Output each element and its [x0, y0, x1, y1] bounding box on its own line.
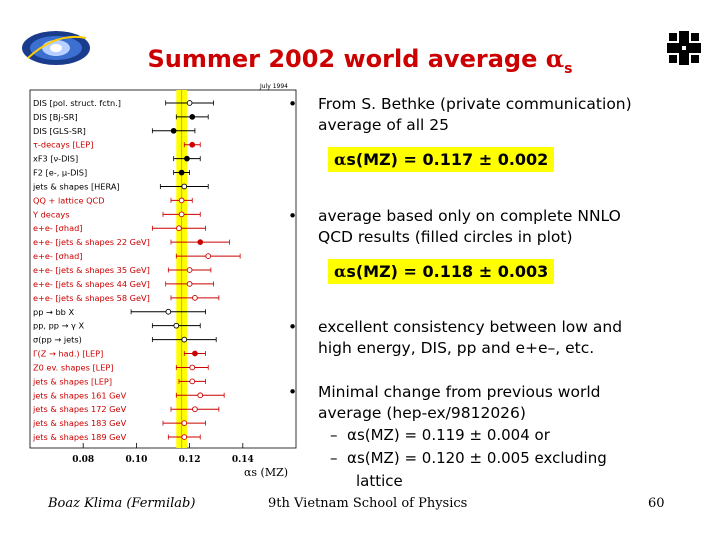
highlight-average-all: αs(MZ) = 0.117 ± 0.002 [328, 147, 555, 172]
measurement-point [181, 183, 188, 190]
plot-frame [29, 89, 297, 449]
title-sub: s [564, 60, 573, 77]
bullet-1: • From S. Bethke (private communication)… [288, 94, 708, 138]
measurement-label: F2 [e-, μ-DIS] [33, 168, 87, 178]
measurement-label: Z0 ev. shapes [LEP] [33, 362, 114, 372]
measurement-label: Υ decays [32, 209, 69, 219]
bullet-1-line-1: From S. Bethke (private communication) [318, 95, 632, 113]
measurement-label: jets & shapes 189 GeV [32, 432, 127, 442]
measurement-label: e+e- [σhad] [33, 251, 82, 261]
bullet-1-line-2: average of all 25 [318, 116, 450, 134]
bullet-4-line-1: Minimal change from previous world [318, 383, 601, 401]
measurement-label: jets & shapes 183 GeV [32, 418, 127, 428]
measurement-point [192, 350, 198, 357]
measurement-point [181, 336, 188, 343]
sub-bullet-1-text: s(MZ) = 0.119 ± 0.004 or [356, 426, 550, 444]
dash: – [330, 426, 338, 444]
measurement-label: pp, pp → γ X [33, 321, 85, 331]
bullet-2: • average based only on complete NNLO QC… [288, 206, 708, 250]
measurement-point [186, 267, 193, 273]
measurement-point [173, 322, 180, 329]
bullet-dot: • [288, 318, 298, 336]
bullet-3: • excellent consistency between low and … [288, 317, 708, 361]
measurement-point [181, 434, 188, 440]
measurement-point [178, 211, 185, 218]
measurement-label: e+e- [jets & shapes 44 GeV] [33, 279, 150, 289]
measurement-point [197, 392, 204, 399]
bullet-dot: • [288, 207, 298, 225]
measurement-label: pp → bb X [33, 307, 74, 317]
measurement-label: jets & shapes [HERA] [32, 181, 120, 191]
measurement-label: jets & shapes 161 GeV [32, 390, 127, 400]
bullet-3-line-2: high energy, DIS, pp and e+e–, etc. [318, 339, 595, 357]
highlight-average-nnlo: αs(MZ) = 0.118 ± 0.003 [328, 259, 555, 284]
measurement-point [205, 253, 212, 259]
title-alpha: α [545, 44, 565, 73]
measurement-label: DIS [Bj-SR] [33, 112, 78, 122]
bullet-2-line-1: average based only on complete NNLO [318, 207, 621, 225]
measurement-point [189, 141, 196, 148]
measurement-label: e+e- [jets & shapes 22 GeV] [33, 237, 150, 247]
measurement-point [192, 294, 198, 301]
sub-bullets: – αs(MZ) = 0.119 ± 0.004 or – αs(MZ) = 0… [330, 424, 700, 493]
chart-top-note: July 1994 [259, 83, 288, 90]
measurement-point [178, 169, 185, 176]
measurement-point [184, 155, 190, 162]
alpha-symbol: α [347, 449, 357, 467]
measurement-point [192, 406, 198, 413]
sub-bullet-2: – αs(MZ) = 0.120 ± 0.005 excluding [330, 447, 700, 470]
bullet-dot: • [288, 383, 298, 401]
footer-event: 9th Vietnam School of Physics [268, 496, 468, 511]
measurement-label: e+e- [jets & shapes 35 GeV] [33, 265, 150, 275]
x-tick-label: 0.14 [232, 455, 254, 465]
measurement-point [181, 420, 188, 426]
footer-author: Boaz Klima (Fermilab) [48, 496, 196, 511]
highlight-1-text: s(MZ) = 0.117 ± 0.002 [346, 150, 549, 169]
bullet-dot: • [288, 95, 298, 113]
x-tick-label: 0.10 [125, 455, 147, 465]
measurement-point [189, 114, 196, 120]
x-tick-label: 0.08 [72, 455, 94, 465]
measurement-label: Γ(Z → had.) [LEP] [33, 349, 103, 359]
measurement-point [165, 308, 172, 315]
footer-page-number: 60 [648, 496, 665, 511]
highlight-2-text: s(MZ) = 0.118 ± 0.003 [346, 262, 549, 281]
measurement-label: jets & shapes 172 GeV [32, 404, 127, 414]
measurement-point [170, 127, 177, 134]
measurement-point [178, 197, 185, 204]
measurement-point [186, 100, 193, 106]
dash: – [330, 449, 338, 467]
measurement-point [197, 239, 204, 246]
measurement-label: QQ + lattice QCD [33, 195, 105, 205]
measurement-label: DIS [GLS-SR] [33, 126, 86, 136]
measurement-point [189, 378, 196, 385]
measurement-label: xF3 [ν-DIS] [33, 154, 78, 164]
x-tick-label: 0.12 [179, 455, 201, 465]
sub-bullet-2-cont: lattice [356, 472, 403, 490]
measurement-label: jets & shapes [LEP] [32, 376, 112, 386]
bullet-2-line-2: QCD results (filled circles in plot) [318, 228, 573, 246]
measurement-label: DIS [pol. struct. fctn.] [33, 98, 121, 108]
bullet-3-line-1: excellent consistency between low and [318, 318, 623, 336]
measurement-label: e+e- [jets & shapes 58 GeV] [33, 293, 150, 303]
measurement-point [189, 364, 196, 371]
slide-title: Summer 2002 world average αs [0, 44, 720, 77]
fermilab-logo [667, 31, 701, 65]
x-axis-label: αs (MZ) [244, 466, 288, 479]
alpha-symbol: α [334, 262, 347, 281]
measurement-label: τ-decays [LEP] [33, 140, 93, 150]
alpha-symbol: α [334, 150, 347, 169]
sub-bullet-1: – αs(MZ) = 0.119 ± 0.004 or [330, 424, 700, 447]
alphas-measurements-chart: July 1994 DIS [pol. struct. fctn.] DIS [Bj… [29, 83, 297, 479]
measurement-label: e+e- [σhad] [33, 223, 82, 233]
measurement-point [186, 281, 193, 287]
title-text: Summer 2002 world average [147, 45, 546, 73]
alpha-symbol: α [347, 426, 357, 444]
bullet-4: • Minimal change from previous world ave… [288, 382, 708, 426]
bullet-4-line-2: average (hep-ex/9812026) [318, 404, 526, 422]
measurement-label: σ(pp → jets) [33, 335, 82, 345]
measurement-point [176, 225, 182, 232]
sub-bullet-2-text: s(MZ) = 0.120 ± 0.005 excluding [356, 449, 607, 467]
d0-logo [22, 31, 90, 65]
